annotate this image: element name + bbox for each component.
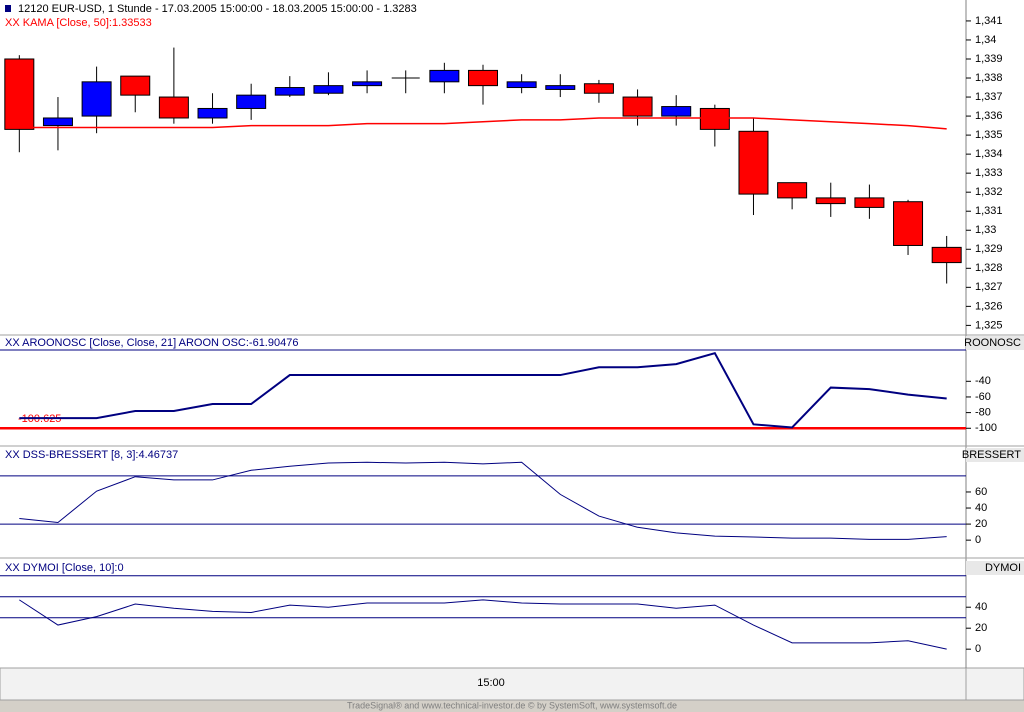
y-tick-label: 1,337: [975, 91, 1003, 103]
y-tick-label: 1,34: [975, 34, 996, 46]
y-tick-label: 1,325: [975, 319, 1003, 331]
candle-body: [622, 96, 653, 117]
candle-body: [545, 85, 576, 90]
y-tick-label: -100: [975, 422, 997, 434]
y-tick-label: 1,333: [975, 167, 1003, 179]
y-tick-label: 1,338: [975, 72, 1003, 84]
y-tick-label: 1,329: [975, 243, 1003, 255]
symbol-icon: [5, 5, 11, 12]
candle-body: [738, 130, 769, 195]
candle-body: [158, 96, 189, 119]
y-tick-label: 1,341: [975, 15, 1003, 27]
y-tick-label: -80: [975, 407, 991, 419]
candle-body: [120, 75, 151, 96]
candle-body: [274, 87, 305, 96]
y-tick-label: 1,335: [975, 129, 1003, 141]
candle-body: [583, 83, 614, 94]
panel-title: XX DSS-BRESSERT [8, 3]:4.46737: [5, 449, 178, 461]
candle-body: [197, 107, 228, 119]
panel-title: XX AROONOSC [Close, Close, 21] AROON OSC…: [5, 337, 298, 349]
time-tick-label: 15:00: [477, 677, 505, 689]
candle-body: [352, 81, 383, 87]
candle-body: [506, 81, 537, 89]
panel-title: XX DYMOI [Close, 10]:0: [5, 562, 124, 574]
y-tick-label: 0: [975, 643, 981, 655]
corner: [965, 667, 1024, 701]
y-tick-label: 1,328: [975, 262, 1003, 274]
y-tick-label: 20: [975, 518, 987, 530]
y-tick-label: -40: [975, 375, 991, 387]
chart-title: 12120 EUR-USD, 1 Stunde - 17.03.2005 15:…: [18, 3, 417, 15]
y-tick-label: -60: [975, 391, 991, 403]
indicator-line: [19, 351, 947, 429]
y-tick-label: 1,334: [975, 148, 1003, 160]
y-tick-label: 40: [975, 502, 987, 514]
candle-body: [661, 106, 692, 117]
candle-body: [42, 117, 73, 127]
candle-body: [313, 85, 344, 94]
axis-label-box: [966, 561, 1024, 575]
y-tick-label: 1,339: [975, 53, 1003, 65]
kama-line: [19, 117, 947, 130]
y-tick-label: 1,332: [975, 186, 1003, 198]
indicator-line: [19, 461, 947, 540]
candle-body: [236, 94, 267, 109]
y-tick-label: 60: [975, 486, 987, 498]
indicator-label: XX KAMA [Close, 50]:1.33533: [5, 17, 152, 29]
y-tick-label: 40: [975, 601, 987, 613]
candle-body: [468, 69, 498, 87]
y-tick-label: 1,336: [975, 110, 1003, 122]
candle-body: [854, 197, 885, 208]
y-tick-label: 0: [975, 534, 981, 546]
time-axis-strip: [0, 667, 967, 701]
axis-label-box: [966, 448, 1024, 462]
axis-label: BRESSERT: [962, 449, 1021, 461]
y-tick-label: 1,331: [975, 205, 1003, 217]
indicator-line: [19, 599, 947, 650]
y-tick-label: 1,33: [975, 224, 996, 236]
candle-body: [777, 182, 808, 199]
y-tick-label: 1,326: [975, 300, 1003, 312]
candle-body: [893, 201, 924, 246]
footer: TradeSignal® and www.technical-investor.…: [347, 700, 677, 710]
axis-label: ROONOSC: [964, 337, 1021, 349]
axis-label-box: [966, 336, 1024, 350]
candle-body: [815, 197, 846, 205]
candle-body: [429, 69, 460, 83]
candle-body: [699, 107, 730, 130]
level-annotation: -100.625: [18, 413, 61, 425]
y-tick-label: 1,327: [975, 281, 1003, 293]
axis-label: DYMOI: [985, 562, 1021, 574]
candle-body: [931, 246, 962, 264]
candle-body: [81, 81, 112, 117]
y-tick-label: 20: [975, 622, 987, 634]
candle-body: [4, 58, 35, 130]
